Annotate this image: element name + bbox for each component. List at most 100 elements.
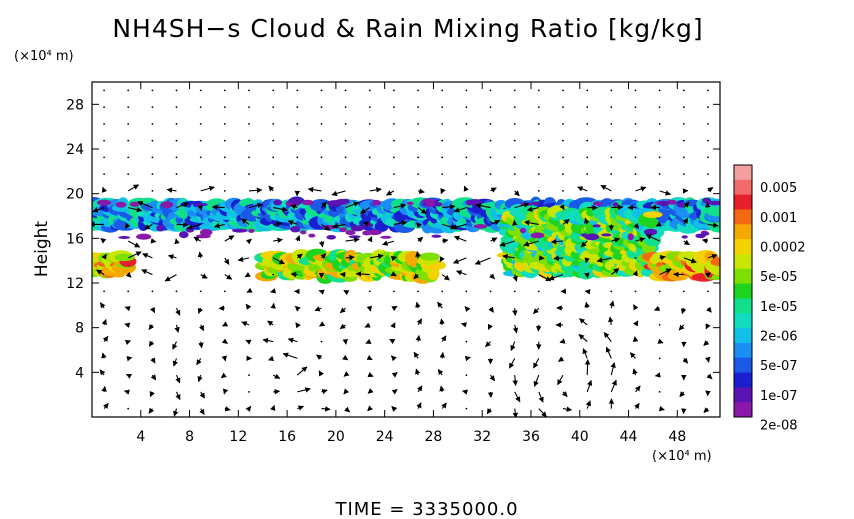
wind-vector bbox=[272, 123, 275, 125]
wind-vector bbox=[368, 290, 371, 293]
wind-vector bbox=[441, 173, 444, 176]
wind-vector bbox=[100, 237, 107, 244]
wind-vector bbox=[151, 290, 154, 293]
y-axis: 4 8 12 16 20 24 28 bbox=[66, 97, 720, 381]
wind-vector bbox=[197, 307, 203, 314]
colorbar-swatch bbox=[734, 268, 752, 284]
wind-vector bbox=[320, 139, 323, 142]
cloud-fringe bbox=[348, 235, 361, 239]
wind-vector bbox=[103, 156, 105, 159]
wind-vector bbox=[248, 187, 263, 194]
wind-vector bbox=[248, 89, 250, 92]
colorbar-frame bbox=[733, 164, 753, 418]
cloud-fringe bbox=[156, 224, 165, 232]
wind-vector bbox=[417, 89, 419, 92]
wind-vector bbox=[634, 385, 641, 393]
wind-vector bbox=[175, 89, 178, 92]
cloud-fringe bbox=[345, 230, 356, 236]
cloud-fringe bbox=[339, 227, 347, 233]
wind-vector bbox=[703, 340, 710, 346]
wind-vector bbox=[214, 222, 225, 229]
cloud-fringe bbox=[129, 201, 140, 207]
wind-vector bbox=[318, 370, 324, 377]
wind-vector bbox=[635, 186, 647, 192]
wind-vector bbox=[460, 322, 468, 328]
wind-vector bbox=[199, 408, 205, 415]
cloud-fringe bbox=[406, 201, 414, 206]
wind-vector bbox=[634, 106, 637, 108]
wind-vector bbox=[442, 238, 449, 244]
wind-vector bbox=[634, 139, 637, 142]
x-axis-unit: (×10⁴ m) bbox=[652, 449, 712, 464]
cloud-fringe bbox=[695, 233, 706, 239]
y-tick-label: 16 bbox=[66, 231, 84, 247]
wind-vector bbox=[682, 123, 685, 125]
wind-vector bbox=[344, 406, 351, 413]
wind-vector bbox=[174, 238, 180, 245]
wind-vector bbox=[262, 337, 274, 344]
wind-vector bbox=[223, 89, 226, 92]
wind-vector bbox=[174, 324, 180, 333]
wind-vector bbox=[705, 323, 711, 330]
wind-vector bbox=[603, 331, 612, 342]
wind-vector bbox=[704, 356, 711, 363]
wind-vector bbox=[535, 324, 542, 332]
wind-vector bbox=[141, 269, 153, 276]
wind-vector bbox=[610, 290, 613, 293]
wind-vector bbox=[393, 203, 407, 209]
wind-vector bbox=[679, 391, 686, 398]
colorbar-swatch bbox=[734, 179, 752, 196]
wind-vector bbox=[682, 156, 685, 159]
wind-vector bbox=[655, 221, 662, 227]
x-tick-label: 44 bbox=[620, 429, 638, 445]
wind-vector bbox=[345, 254, 355, 261]
wind-vector bbox=[103, 89, 105, 92]
cloud-fringe bbox=[627, 233, 634, 241]
wind-vector bbox=[658, 139, 661, 142]
x-tick-label: 4 bbox=[136, 429, 145, 445]
colorbar-swatch bbox=[734, 402, 752, 418]
wind-vector bbox=[512, 308, 518, 316]
cloud-fringe bbox=[372, 199, 381, 206]
wind-vector bbox=[244, 271, 251, 278]
wind-vector bbox=[211, 204, 225, 210]
colorbar-swatch bbox=[734, 328, 752, 344]
colorbar-swatch bbox=[734, 224, 752, 240]
wind-vector bbox=[707, 222, 719, 228]
wind-vector bbox=[537, 89, 540, 92]
wind-vector bbox=[175, 139, 178, 142]
wind-vector bbox=[707, 123, 709, 125]
wind-vector bbox=[175, 173, 178, 176]
wind-vector bbox=[321, 223, 331, 231]
wind-vector bbox=[629, 352, 636, 359]
x-tick-label: 8 bbox=[185, 429, 194, 445]
wind-vector bbox=[199, 106, 202, 108]
wind-vector bbox=[296, 139, 299, 142]
wind-vector bbox=[490, 219, 501, 225]
wind-vector bbox=[558, 356, 565, 362]
wind-vector bbox=[151, 139, 154, 142]
y-axis-label: Height bbox=[32, 221, 52, 278]
wind-vector bbox=[610, 379, 617, 393]
wind-vector bbox=[682, 357, 689, 364]
wind-vector bbox=[296, 173, 299, 176]
wind-vector bbox=[393, 106, 395, 108]
wind-vector bbox=[314, 306, 322, 312]
wind-vector bbox=[287, 220, 298, 226]
wind-vector bbox=[487, 323, 493, 330]
wind-vector bbox=[362, 221, 370, 227]
wind-vector bbox=[586, 89, 589, 92]
cloud-fringe bbox=[380, 235, 392, 239]
wind-vector bbox=[523, 240, 539, 247]
wind-vector bbox=[390, 355, 397, 362]
cloud-fringe bbox=[530, 232, 545, 239]
wind-vector bbox=[682, 106, 685, 108]
wind-vector bbox=[682, 139, 685, 142]
wind-vector bbox=[489, 156, 492, 159]
wind-vector bbox=[510, 341, 516, 352]
cloud-region bbox=[641, 250, 720, 282]
wind-vector bbox=[175, 374, 181, 384]
wind-vector bbox=[223, 173, 226, 176]
wind-vector bbox=[359, 207, 371, 214]
